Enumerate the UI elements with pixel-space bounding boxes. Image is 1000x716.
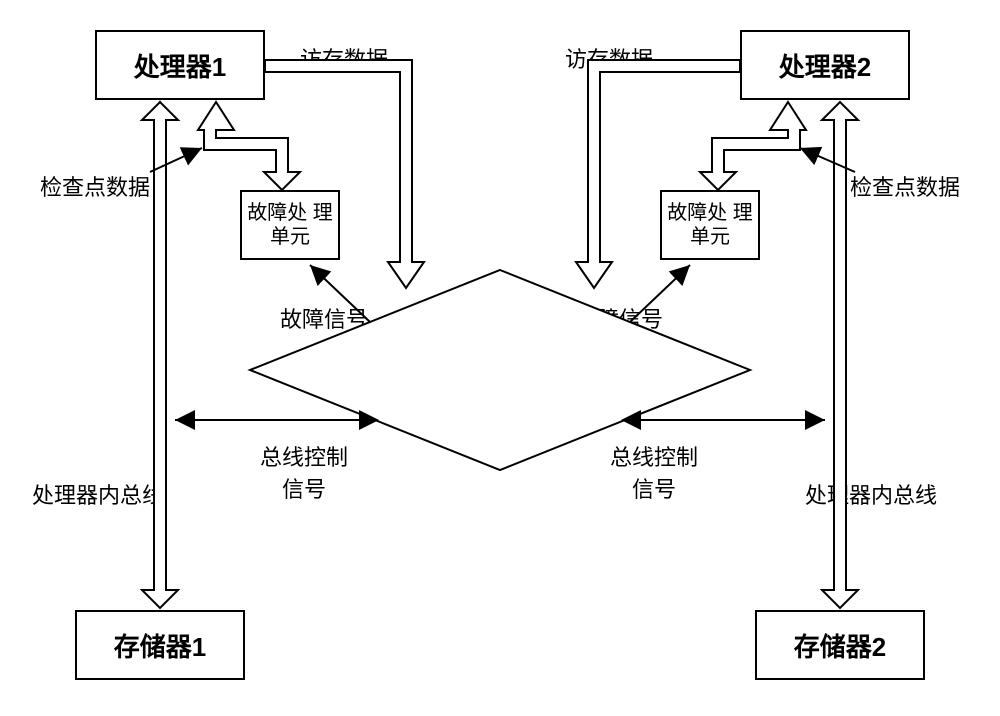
checkpoint-1-pointer	[150, 148, 202, 172]
memory-1-box: 存储器1	[75, 610, 245, 680]
fault-sig-2-label: 故障信号	[575, 302, 663, 334]
proc-bus-2-label: 处理器内总线	[805, 478, 937, 510]
fault-unit-1-label: 故障处 理单元	[242, 201, 338, 249]
mem-data-2-label: 访存数据	[565, 42, 653, 74]
checkpoint-2-arrow	[700, 102, 806, 190]
memory-1-label: 存储器1	[114, 627, 206, 664]
checkpoint-1-arrow	[198, 102, 300, 190]
mem-data-1-label: 访存数据	[300, 42, 388, 74]
fault-unit-2-label: 故障处 理单元	[662, 201, 758, 249]
checkpoint-2-label: 检查点数据	[850, 170, 960, 202]
fault-unit-1-box: 故障处 理单元	[240, 190, 340, 260]
checkpoint-1-label: 检查点数据	[40, 170, 150, 202]
memory-2-label: 存储器2	[794, 627, 886, 664]
fault-unit-2-box: 故障处 理单元	[660, 190, 760, 260]
bus-ctrl-2-label: 总线控制 信号	[610, 440, 698, 504]
fault-sig-1-label: 故障信号	[280, 302, 368, 334]
processor-2-box: 处理器2	[740, 30, 910, 100]
processor-1-box: 处理器1	[95, 30, 265, 100]
proc-bus-1-label: 处理器内总线	[32, 478, 164, 510]
checkpoint-2-pointer	[800, 148, 855, 172]
lockstep-unit-label: 锁步单元	[440, 352, 552, 392]
processor-1-label: 处理器1	[134, 47, 226, 84]
bus-ctrl-1-label: 总线控制 信号	[260, 440, 348, 504]
memory-2-box: 存储器2	[755, 610, 925, 680]
processor-2-label: 处理器2	[779, 47, 871, 84]
